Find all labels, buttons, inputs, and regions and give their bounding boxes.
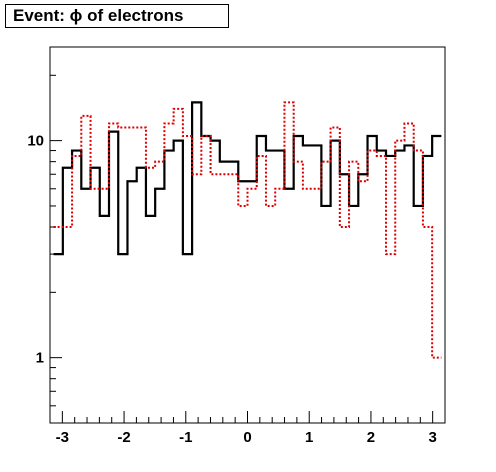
black-solid-histogram <box>53 101 442 256</box>
x-tick-label: -1 <box>179 429 192 446</box>
x-tick-label: 3 <box>428 429 436 446</box>
red-dotted-histogram <box>53 101 442 359</box>
y-tick-label: 10 <box>27 133 44 150</box>
x-tick-label: 1 <box>305 429 313 446</box>
series-layer <box>53 101 442 359</box>
x-tick-label: 2 <box>367 429 375 446</box>
x-tick-label: -2 <box>117 429 130 446</box>
x-tick-label: 0 <box>243 429 251 446</box>
axis-ticks <box>49 74 446 423</box>
chart-title: Event: ϕ of electrons <box>5 4 229 28</box>
x-tick-label: -3 <box>56 429 69 446</box>
axis-tick-labels: -3 -2 -1 0 1 2 3 1 10 <box>27 133 437 446</box>
y-tick-label: 1 <box>36 350 44 367</box>
